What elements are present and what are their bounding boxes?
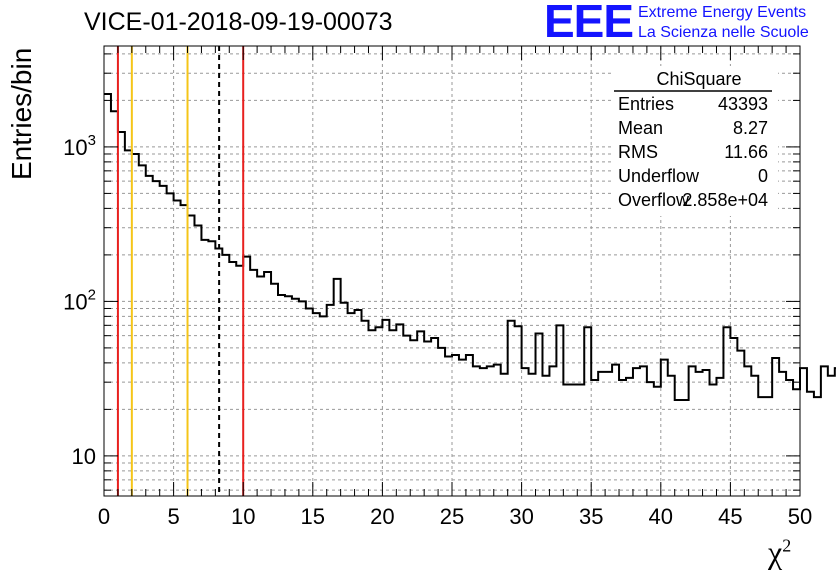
y-tick-label: 103: [63, 132, 96, 160]
chart-title: VICE-01-2018-09-19-00073: [84, 8, 393, 36]
stats-label: Underflow: [618, 166, 700, 186]
y-tick-label-exponent: 2: [88, 286, 96, 303]
x-tick-label: 50: [788, 504, 812, 529]
x-tick-label: 30: [509, 504, 533, 529]
logo-tagline-1: Extreme Energy Events: [638, 4, 807, 21]
x-tick-label: 20: [370, 504, 394, 529]
stats-value: 11.66: [724, 142, 768, 162]
y-tick-label-exponent: 3: [88, 132, 96, 149]
y-tick-label: 102: [63, 286, 96, 314]
x-tick-label: 40: [649, 504, 673, 529]
y-axis-label: Entries/bin: [6, 47, 37, 180]
x-tick-label: 10: [231, 504, 255, 529]
eee-logo-text: EEE: [544, 0, 634, 47]
logo-tagline-2: La Scienza nelle Scuole: [638, 24, 809, 41]
stats-label: RMS: [618, 142, 658, 162]
stats-title: ChiSquare: [656, 69, 741, 89]
stats-label: Overflow: [618, 190, 690, 210]
stats-label: Entries: [618, 94, 674, 114]
x-tick-label: 45: [718, 504, 742, 529]
stats-value: 2.858e+04: [682, 190, 768, 210]
x-tick-label: 5: [167, 504, 179, 529]
x-tick-label: 15: [301, 504, 325, 529]
stats-value: 0: [758, 166, 768, 186]
y-tick-label-base: 10: [63, 135, 87, 160]
x-tick-label: 35: [579, 504, 603, 529]
histogram-line: [104, 93, 836, 402]
x-axis-label: χ2: [768, 534, 791, 571]
y-tick-label: 10: [72, 444, 96, 469]
x-axis-label-superscript: 2: [782, 535, 792, 556]
x-tick-label: 25: [440, 504, 464, 529]
stats-value: 8.27: [733, 118, 768, 138]
y-tick-label-base: 10: [72, 444, 96, 469]
stats-label: Mean: [618, 118, 663, 138]
x-tick-label: 0: [98, 504, 110, 529]
eee-logo: EEE Extreme Energy Events La Scienza nel…: [540, 0, 836, 46]
x-axis-label-base: χ: [768, 534, 783, 570]
stats-value: 43393: [718, 94, 768, 114]
y-tick-label-base: 10: [63, 289, 87, 314]
